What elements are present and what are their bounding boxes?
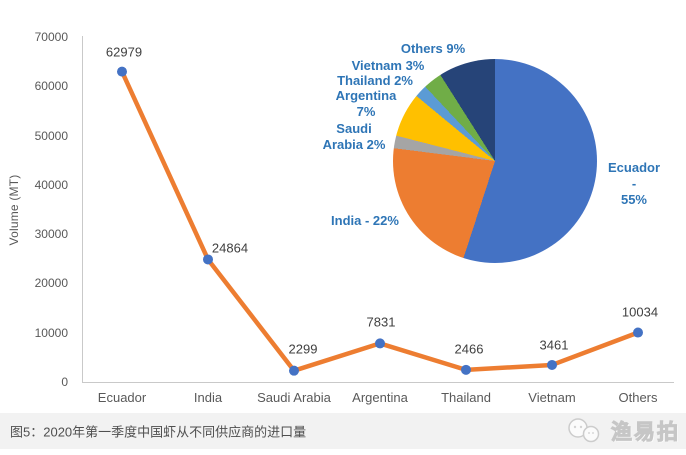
figure-caption: 图5：2020年第一季度中国虾从不同供应商的进口量 [10,424,307,440]
data-point-marker [289,365,299,376]
pie-label-others: Others 9% [400,41,466,57]
y-tick-label: 60000 [34,79,68,94]
watermark-text: 渔易拍 [611,421,680,445]
bubbles-logo-icon [568,418,600,443]
y-axis-line [82,36,83,382]
data-point-marker [375,338,385,349]
data-point-marker [547,359,557,370]
x-axis-label-others: Others [618,390,658,405]
pie-label-saudi-arabia: Saudi Arabia 2% [322,121,386,152]
y-tick-label: 0 [61,375,68,389]
y-tick-label: 50000 [34,128,68,143]
x-axis-label-thailand: Thailand [441,390,491,405]
y-tick-label: 10000 [34,325,68,340]
data-point-marker [461,364,471,375]
data-point-marker [117,66,127,77]
pie-label-vietnam: Vietnam 3% [351,58,425,74]
watermark: 渔易拍 [565,416,680,446]
x-axis-label-saudi-arabia: Saudi Arabia [257,390,331,405]
data-label-vietnam: 3461 [539,337,569,353]
y-tick-label: 20000 [34,276,68,291]
y-tick-label: 70000 [34,30,68,44]
data-label-india: 24864 [211,240,249,256]
data-label-ecuador: 62979 [105,44,143,60]
pie-label-argentina: Argentina 7% [335,88,397,119]
data-label-thailand: 2466 [454,341,484,357]
y-tick-label: 40000 [34,177,68,192]
x-axis-label-ecuador: Ecuador [97,390,147,405]
pie-label-thailand: Thailand 2% [337,73,413,89]
line-series-canvas [117,66,643,376]
data-label-argentina: 7831 [366,314,396,330]
data-label-saudi-arabia: 2299 [288,341,318,357]
data-label-others: 10034 [621,304,659,320]
data-point-marker [633,327,643,338]
pie-graphic [393,59,597,263]
x-axis-label-india: India [193,390,223,405]
pie-label-india: India - 22% [331,213,399,229]
data-point-marker [203,254,213,265]
x-axis-line [82,382,674,383]
x-axis-label-vietnam: Vietnam [528,390,576,405]
x-axis-label-argentina: Argentina [352,390,408,405]
y-tick-label: 30000 [34,227,68,242]
pie-label-ecuador: Ecuador - 55% [607,160,661,207]
caption-band: 图5：2020年第一季度中国虾从不同供应商的进口量 渔易拍 [0,413,686,449]
